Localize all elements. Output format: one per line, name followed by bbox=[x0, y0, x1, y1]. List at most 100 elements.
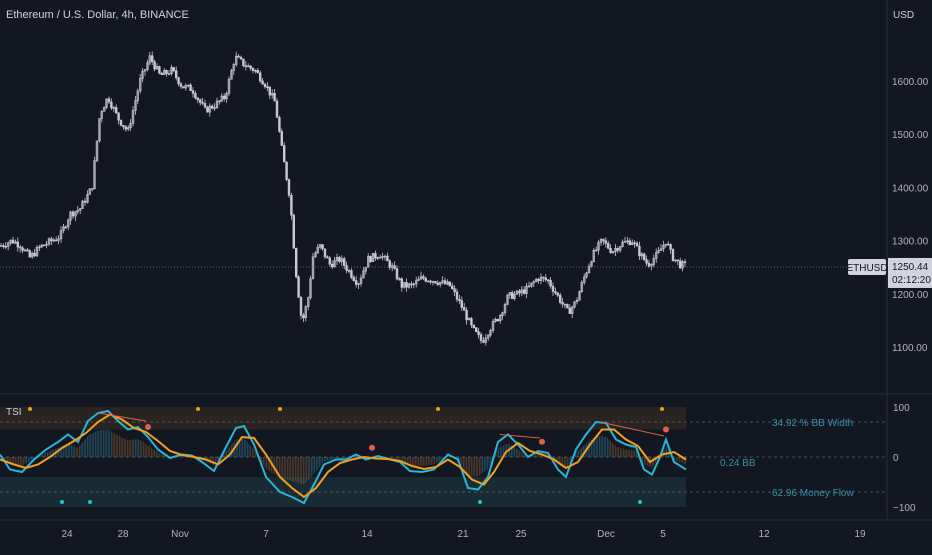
candle-body bbox=[426, 280, 430, 283]
candle-body bbox=[6, 242, 10, 247]
candle-body bbox=[47, 238, 51, 245]
candle-body bbox=[470, 318, 473, 326]
candle-body bbox=[525, 285, 528, 294]
candle-body bbox=[98, 118, 101, 142]
candle-body bbox=[294, 247, 298, 278]
candle-body bbox=[359, 277, 363, 284]
candle-body bbox=[539, 276, 543, 281]
candle-body bbox=[148, 55, 151, 64]
candle-body bbox=[352, 277, 355, 281]
candle-body bbox=[14, 241, 17, 244]
candle-body bbox=[472, 324, 475, 328]
candle-body bbox=[23, 249, 27, 252]
candle-body bbox=[249, 65, 252, 69]
candle-body bbox=[35, 247, 39, 257]
time-tick-label: 28 bbox=[117, 529, 129, 540]
candle-body bbox=[263, 83, 267, 88]
candle-body bbox=[534, 278, 538, 283]
candle-body bbox=[201, 102, 204, 104]
candle-body bbox=[50, 238, 53, 242]
candle-body bbox=[369, 256, 372, 262]
candle-body bbox=[630, 242, 634, 246]
candle-body bbox=[278, 117, 281, 132]
time-tick-label: 21 bbox=[457, 529, 469, 540]
candle-body bbox=[582, 276, 586, 283]
candle-body bbox=[674, 259, 677, 262]
tsi-pane[interactable]: 34.92 % BB Width 0.24 BB 62.96 Money Flow bbox=[0, 407, 887, 507]
candle-body bbox=[650, 264, 653, 267]
candle-body bbox=[117, 112, 120, 121]
candle-body bbox=[436, 282, 439, 285]
symbol-title[interactable]: Ethereum / U.S. Dollar, 4h, BINANCE bbox=[6, 9, 189, 21]
candle-body bbox=[357, 283, 360, 285]
time-axis[interactable]: 24 28 Nov 7 14 21 25 Dec 5 12 19 bbox=[0, 519, 932, 540]
indicator-title[interactable]: TSI bbox=[6, 407, 22, 418]
candle-body bbox=[314, 252, 317, 258]
candle-body bbox=[441, 280, 444, 283]
candle-body bbox=[599, 238, 603, 243]
candle-body bbox=[196, 97, 199, 100]
candle-body bbox=[261, 80, 264, 85]
candle-body bbox=[395, 268, 399, 280]
candle-body bbox=[67, 219, 70, 228]
candle-body bbox=[227, 78, 231, 94]
candle-body bbox=[338, 257, 341, 262]
candle-body bbox=[153, 61, 156, 70]
currency-label[interactable]: USD bbox=[893, 10, 915, 21]
candle-body bbox=[26, 249, 29, 252]
time-tick-label: 24 bbox=[61, 529, 73, 540]
candle-body bbox=[124, 126, 128, 130]
candle-body bbox=[194, 93, 197, 99]
price-axis[interactable]: 1100.00 1200.00 1300.00 1400.00 1500.00 1600.… bbox=[846, 0, 932, 520]
candle-body bbox=[93, 160, 96, 189]
candle-body bbox=[592, 249, 596, 262]
candle-body bbox=[215, 100, 219, 108]
candle-body bbox=[434, 280, 437, 284]
candle-body bbox=[302, 314, 305, 319]
price-tick-label: 1200.00 bbox=[892, 290, 929, 301]
candle-body bbox=[9, 239, 12, 244]
candle-body bbox=[328, 257, 331, 265]
time-tick-label: 5 bbox=[660, 529, 666, 540]
candle-body bbox=[458, 299, 461, 301]
time-tick-label: 14 bbox=[361, 529, 373, 540]
candle-body bbox=[146, 62, 149, 70]
candle-body bbox=[40, 244, 44, 248]
candle-body bbox=[86, 194, 89, 203]
candle-body bbox=[378, 256, 382, 259]
candle-body bbox=[587, 266, 591, 274]
price-pane[interactable] bbox=[0, 51, 887, 346]
candle-body bbox=[179, 83, 183, 87]
candle-body bbox=[62, 226, 65, 231]
candle-body bbox=[191, 90, 195, 94]
price-badge-bg bbox=[888, 257, 932, 288]
candle-body bbox=[100, 111, 104, 119]
candle-body bbox=[621, 241, 624, 247]
candle-body bbox=[491, 321, 495, 331]
candle-body bbox=[654, 252, 658, 259]
candle-body bbox=[88, 188, 92, 195]
candle-body bbox=[115, 107, 118, 114]
candle-body bbox=[225, 93, 228, 100]
signal-dot bbox=[436, 407, 440, 411]
candle-body bbox=[446, 281, 449, 285]
price-tick-label: 1300.00 bbox=[892, 237, 929, 248]
candle-body bbox=[232, 64, 235, 71]
candle-body bbox=[494, 318, 497, 322]
candle-body bbox=[570, 306, 574, 314]
candle-body bbox=[542, 276, 545, 279]
candle-body bbox=[134, 100, 137, 111]
price-tick-label: 1100.00 bbox=[892, 343, 928, 354]
candle-body bbox=[256, 70, 259, 74]
candle-body bbox=[662, 244, 665, 250]
candle-body bbox=[95, 140, 99, 162]
candle-body bbox=[242, 58, 245, 66]
candle-body bbox=[45, 243, 48, 246]
candle-body bbox=[568, 307, 572, 314]
candle-body bbox=[59, 230, 63, 240]
candle-body bbox=[515, 290, 519, 295]
candle-body bbox=[350, 270, 353, 278]
